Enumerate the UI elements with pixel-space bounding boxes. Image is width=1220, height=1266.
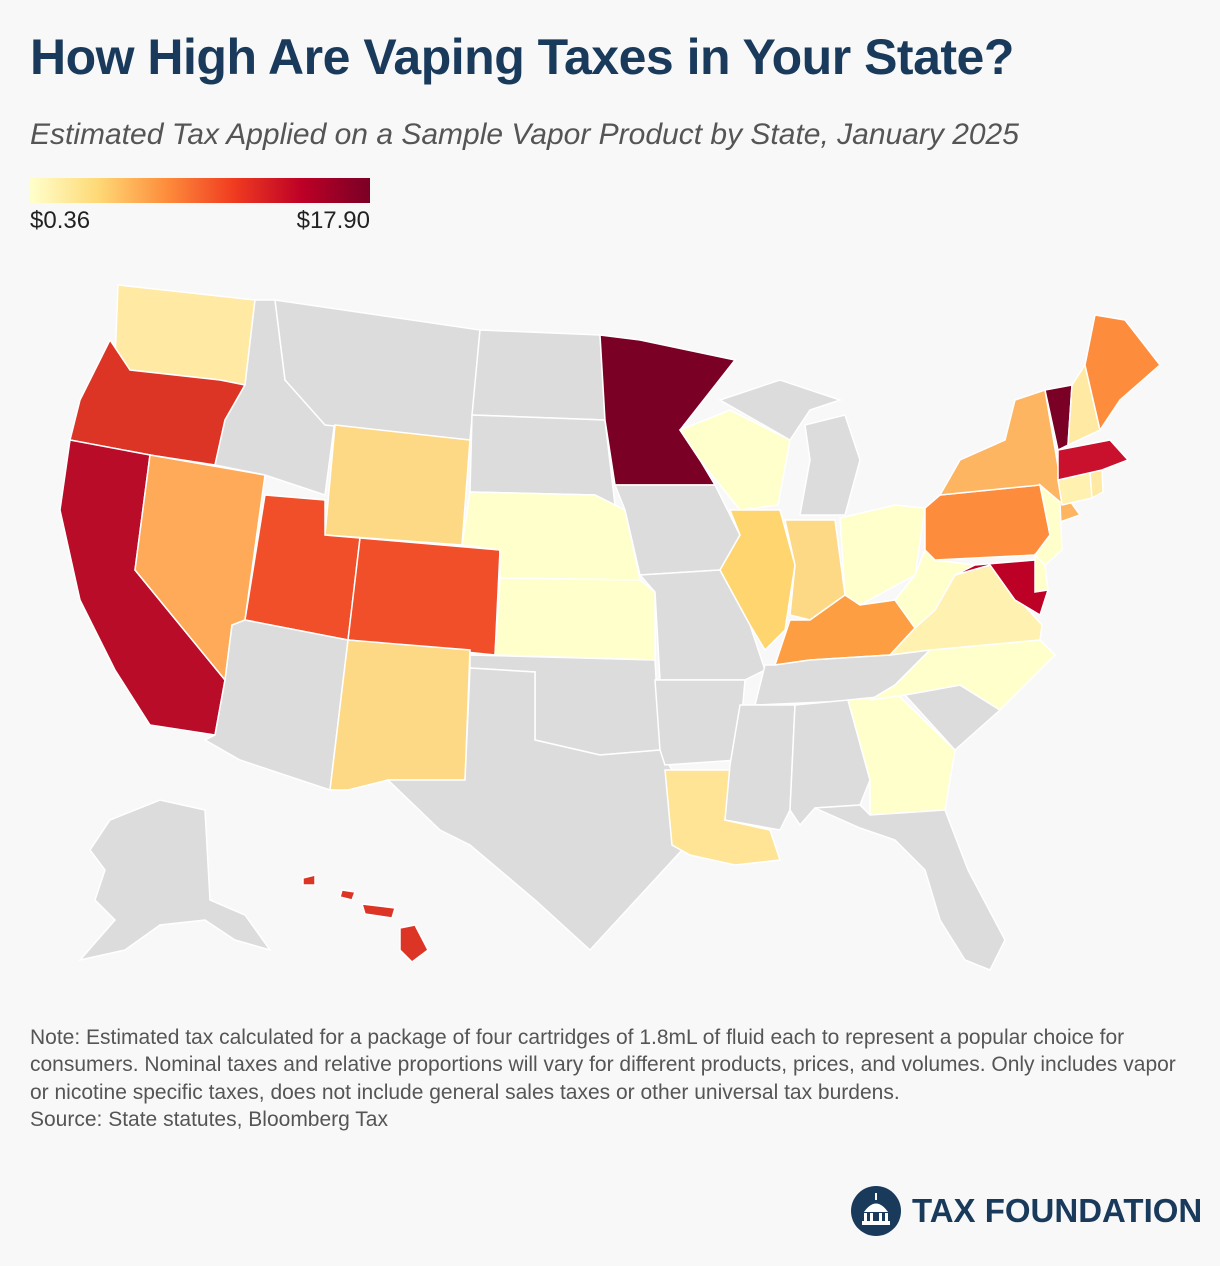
color-legend: $0.36 $17.90	[30, 178, 370, 235]
state-tx	[386, 667, 683, 952]
state-wi	[678, 409, 791, 511]
state-me	[1084, 314, 1162, 432]
us-states-map	[59, 284, 1162, 971]
state-il	[719, 509, 796, 652]
state-ks	[494, 577, 656, 661]
state-nc	[869, 639, 1057, 711]
state-ar	[654, 679, 746, 766]
state-co	[347, 537, 501, 656]
state-ri	[1089, 469, 1104, 500]
state-ak	[77, 799, 272, 962]
state-nd	[471, 329, 606, 421]
state-ma	[1057, 439, 1130, 481]
footnote: Note: Estimated tax calculated for a pac…	[30, 1024, 1190, 1133]
capitol-dome-icon	[851, 1186, 901, 1236]
state-sd	[469, 414, 616, 507]
source-text: Source: State statutes, Bloomberg Tax	[30, 1107, 388, 1131]
state-wy	[324, 424, 471, 546]
state-hi	[302, 874, 429, 963]
state-fl	[814, 804, 1006, 971]
state-md	[954, 559, 1050, 617]
state-pa	[924, 484, 1051, 561]
note-text: Note: Estimated tax calculated for a pac…	[30, 1026, 1176, 1104]
state-mi	[718, 379, 861, 516]
legend-max-label: $17.90	[296, 207, 370, 234]
logo-text: TAX FOUNDATION	[912, 1192, 1203, 1229]
legend-gradient-bar	[30, 178, 370, 203]
legend-min-label: $0.36	[30, 207, 91, 234]
state-nm	[329, 639, 471, 791]
chart-title: How High Are Vaping Taxes in Your State?	[30, 29, 1014, 85]
chart-subtitle: Estimated Tax Applied on a Sample Vapor …	[30, 118, 1019, 151]
tax-foundation-logo: TAX FOUNDATION	[850, 1185, 1202, 1237]
